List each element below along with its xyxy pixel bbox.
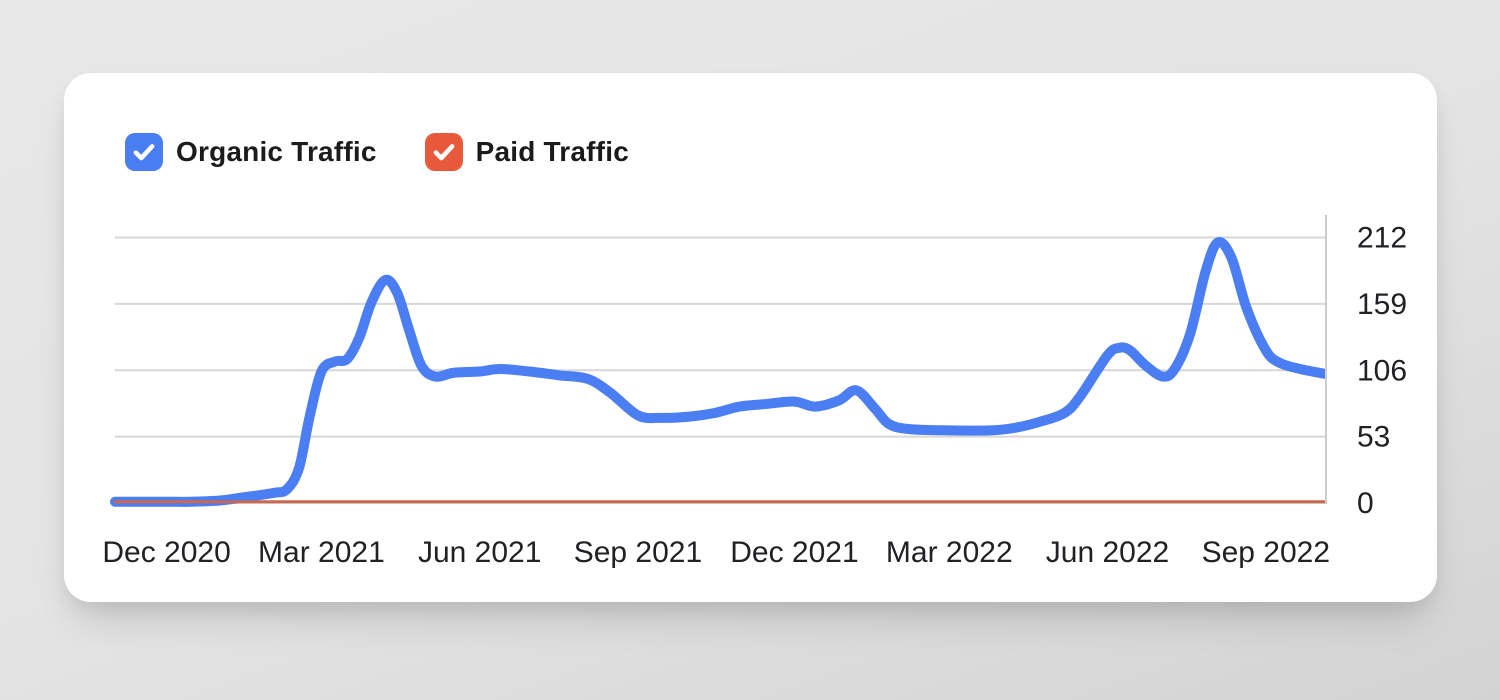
legend-item-paid[interactable]: Paid Traffic <box>424 133 629 171</box>
series-line-organic <box>110 237 1326 507</box>
chart-card: Organic Traffic Paid Traffic 212 159 106 53… <box>64 73 1437 602</box>
x-tick-label: Mar 2021 <box>258 536 385 569</box>
y-tick-label: 0 <box>1357 487 1374 520</box>
y-tick-label: 212 <box>1357 222 1407 255</box>
check-icon <box>433 144 455 161</box>
traffic-chart: 212 159 106 53 0 Dec 2020 Mar 2021 Jun 2021 Sep … <box>64 73 1437 602</box>
y-tick-label: 106 <box>1357 354 1407 387</box>
legend: Organic Traffic Paid Traffic <box>125 133 629 171</box>
x-tick-label: Mar 2022 <box>886 536 1013 569</box>
legend-label-paid: Paid Traffic <box>475 136 629 167</box>
x-tick-label: Dec 2021 <box>730 536 858 569</box>
x-tick-label: Sep 2021 <box>574 536 702 569</box>
legend-item-organic[interactable]: Organic Traffic <box>125 133 377 171</box>
chart-svg: 212 159 106 53 0 Dec 2020 Mar 2021 Jun 2021 Sep … <box>102 215 1407 569</box>
check-icon <box>133 144 155 161</box>
paid-checkbox[interactable] <box>424 133 463 171</box>
x-tick-label: Jun 2022 <box>1046 536 1169 569</box>
organic-checkbox[interactable] <box>125 133 163 171</box>
y-tick-label: 159 <box>1357 288 1407 321</box>
x-tick-label: Jun 2021 <box>418 536 541 569</box>
x-tick-label: Sep 2022 <box>1202 536 1330 569</box>
x-tick-label: Dec 2020 <box>102 536 230 569</box>
legend-label-organic: Organic Traffic <box>176 136 377 167</box>
y-tick-label: 53 <box>1357 421 1390 454</box>
